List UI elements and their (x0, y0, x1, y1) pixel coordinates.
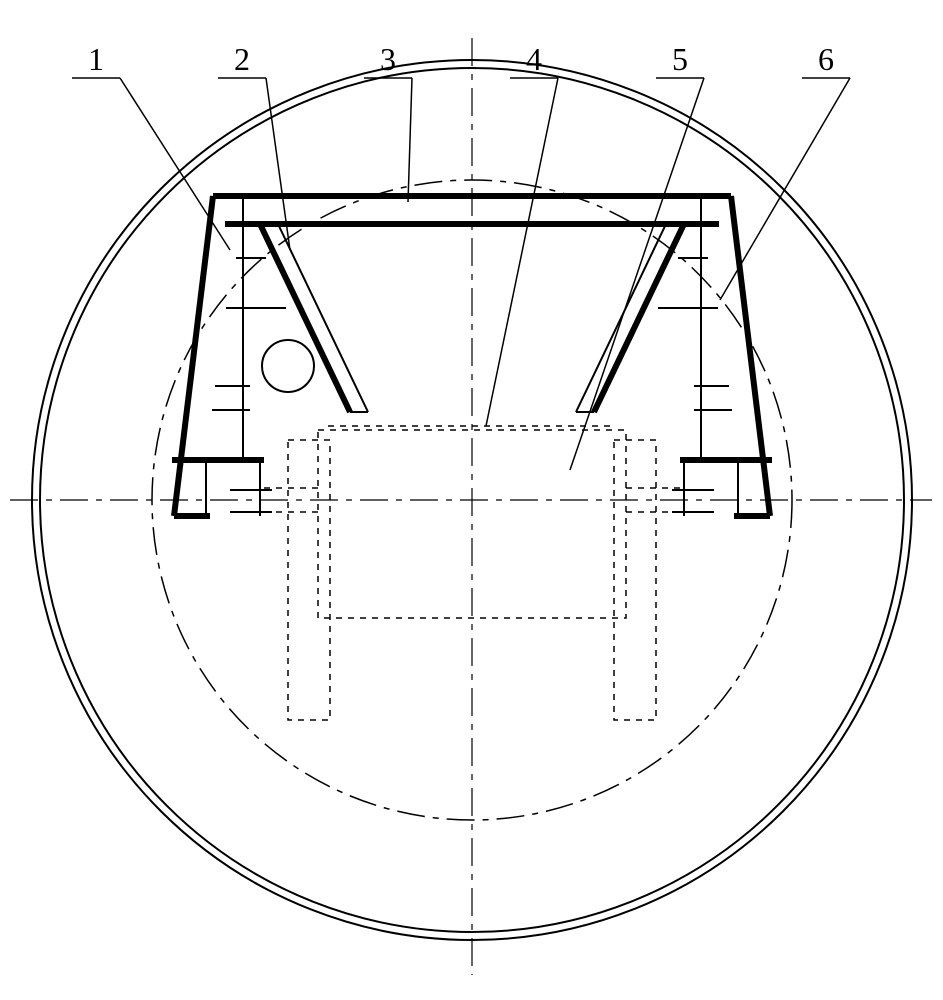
callout-leader (408, 78, 412, 202)
callout-label: 1 (88, 41, 104, 77)
left-leg-outer (174, 196, 213, 516)
left-diagonal-inner (278, 224, 368, 412)
callout-leader (486, 78, 558, 426)
callout-label: 6 (818, 41, 834, 77)
callout-leader (720, 78, 850, 300)
callout-label: 3 (380, 41, 396, 77)
technical-drawing: 1 2 3 4 5 6 (0, 0, 943, 1000)
right-leg-outer (731, 196, 770, 516)
right-diagonal-outer (594, 224, 684, 412)
callout-label: 4 (526, 41, 542, 77)
callout-label: 5 (672, 41, 688, 77)
support-column (614, 440, 656, 720)
pulley-circle (262, 340, 314, 392)
callout-label: 2 (234, 41, 250, 77)
left-diagonal-outer (260, 224, 350, 412)
support-column (288, 440, 330, 720)
right-diagonal-inner (576, 224, 666, 412)
callout-leader (570, 78, 704, 470)
callout-leader (120, 78, 230, 250)
